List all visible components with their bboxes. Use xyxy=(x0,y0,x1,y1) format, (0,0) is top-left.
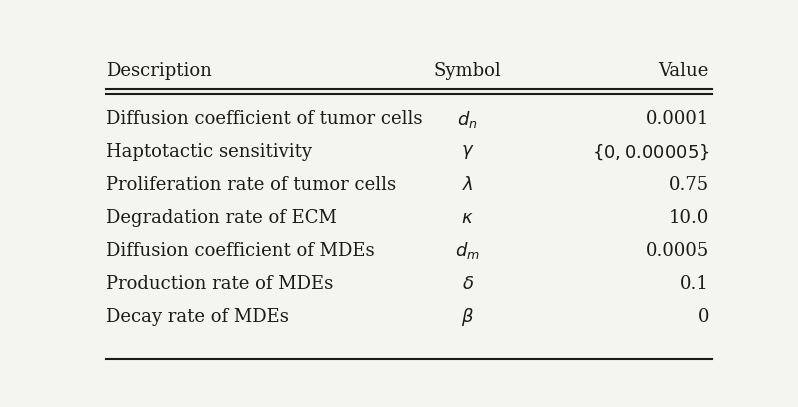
Text: 10.0: 10.0 xyxy=(669,209,709,227)
Text: $\beta$: $\beta$ xyxy=(461,306,474,328)
Text: $\kappa$: $\kappa$ xyxy=(461,209,474,227)
Text: 0.0005: 0.0005 xyxy=(646,242,709,260)
Text: Haptotactic sensitivity: Haptotactic sensitivity xyxy=(106,143,312,161)
Text: $\delta$: $\delta$ xyxy=(461,275,474,293)
Text: 0.75: 0.75 xyxy=(669,176,709,194)
Text: Proliferation rate of tumor cells: Proliferation rate of tumor cells xyxy=(106,176,396,194)
Text: $\lambda$: $\lambda$ xyxy=(462,176,473,194)
Text: Decay rate of MDEs: Decay rate of MDEs xyxy=(106,308,289,326)
Text: Diffusion coefficient of tumor cells: Diffusion coefficient of tumor cells xyxy=(106,110,422,128)
Text: $\{0, 0.00005\}$: $\{0, 0.00005\}$ xyxy=(591,142,709,162)
Text: 0.1: 0.1 xyxy=(680,275,709,293)
Text: Production rate of MDEs: Production rate of MDEs xyxy=(106,275,334,293)
Text: Degradation rate of ECM: Degradation rate of ECM xyxy=(106,209,337,227)
Text: 0: 0 xyxy=(697,308,709,326)
Text: Description: Description xyxy=(106,62,211,80)
Text: Diffusion coefficient of MDEs: Diffusion coefficient of MDEs xyxy=(106,242,374,260)
Text: Symbol: Symbol xyxy=(434,62,502,80)
Text: Value: Value xyxy=(658,62,709,80)
Text: 0.0001: 0.0001 xyxy=(646,110,709,128)
Text: $d_n$: $d_n$ xyxy=(457,109,478,130)
Text: $d_m$: $d_m$ xyxy=(456,241,480,261)
Text: $\gamma$: $\gamma$ xyxy=(461,143,475,161)
